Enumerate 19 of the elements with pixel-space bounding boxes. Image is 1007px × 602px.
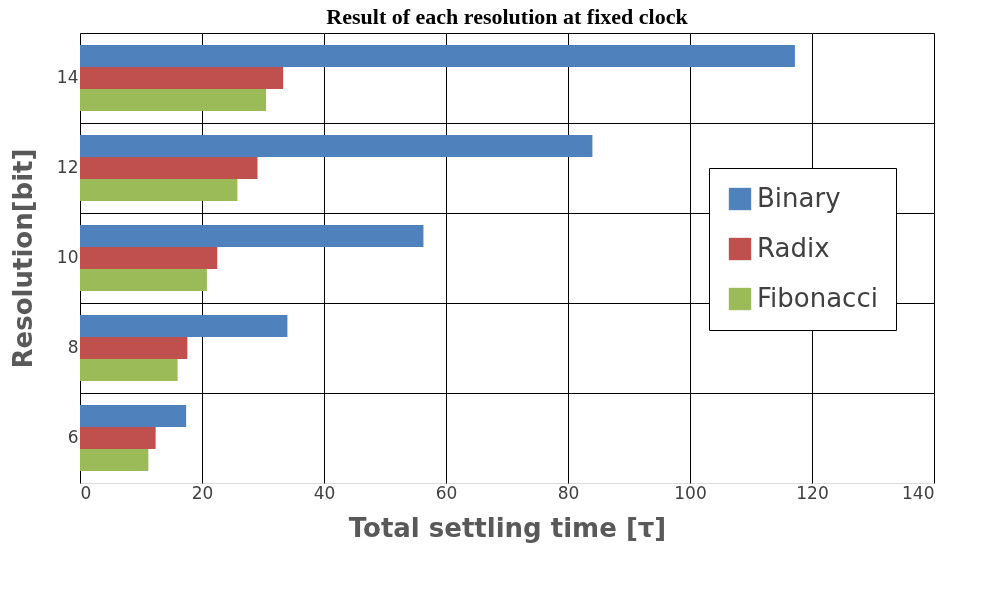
x-tick-label: 100 [674, 482, 707, 503]
x-tick-label: 120 [796, 482, 829, 503]
x-tick-label: 0 [80, 482, 92, 503]
y-axis-title: Resolution[bit] [7, 148, 38, 369]
legend-label: Binary [757, 183, 841, 213]
x-tick-label: 80 [557, 482, 580, 503]
x-tick-label: 140 [902, 482, 935, 503]
x-tick-label: 60 [435, 482, 458, 503]
y-tick-label: 12 [56, 157, 79, 177]
y-tick-label: 6 [67, 427, 79, 447]
x-tick-label: 40 [313, 482, 336, 503]
x-tick-label: 20 [191, 482, 214, 503]
legend-label: Fibonacci [757, 283, 878, 313]
y-tick-label: 10 [56, 247, 79, 267]
y-tick-label: 14 [56, 67, 79, 87]
legend-label: Radix [757, 233, 830, 263]
y-tick-label: 8 [67, 337, 79, 357]
chart-title: Result of each resolution at fixed clock [326, 3, 689, 29]
x-axis-title: Total settling time [τ] [348, 512, 667, 543]
